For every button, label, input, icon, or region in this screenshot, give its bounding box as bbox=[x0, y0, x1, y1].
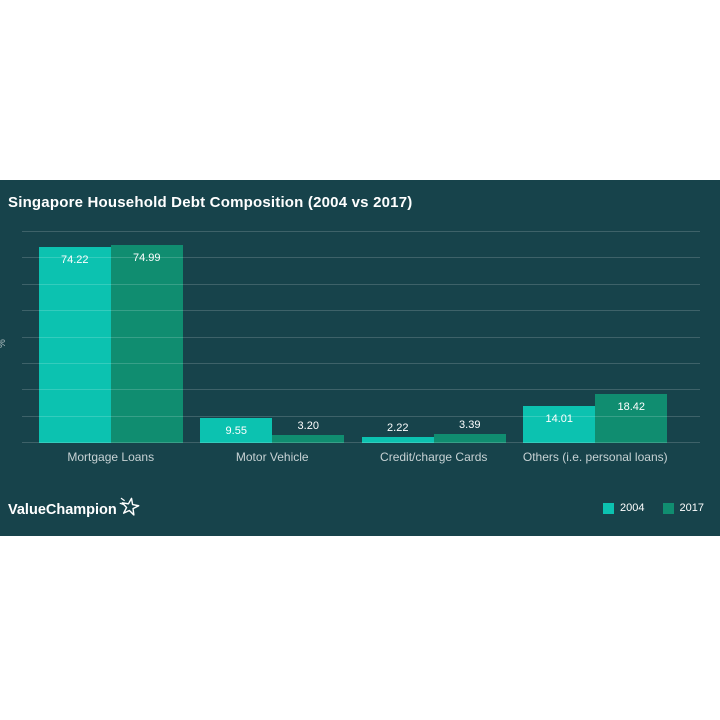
bar-value-label: 3.39 bbox=[459, 419, 481, 432]
gridline bbox=[22, 231, 700, 232]
bar-2004: 9.55 bbox=[200, 417, 273, 443]
gridline bbox=[22, 442, 700, 443]
category-axis: Mortgage Loans Motor Vehicle Credit/charge… bbox=[30, 450, 676, 464]
legend-label: 2017 bbox=[679, 502, 704, 514]
chart-panel: Singapore Household Debt Composition (20… bbox=[0, 180, 720, 536]
bar-groups: 74.22 74.99 9.55 3.20 2.22 3.39 14.01 18.42 bbox=[30, 232, 676, 443]
gridline bbox=[22, 362, 700, 364]
bar-value-label: 3.20 bbox=[297, 419, 319, 432]
logo-text: ValueChampion bbox=[8, 502, 117, 518]
legend: 2004 2017 bbox=[603, 502, 704, 514]
bar-value-label: 9.55 bbox=[225, 424, 247, 437]
bar-2017: 3.20 bbox=[272, 420, 345, 443]
legend-item-2004: 2004 bbox=[603, 502, 645, 514]
gridline bbox=[22, 336, 700, 338]
gridline bbox=[22, 257, 700, 259]
gridline bbox=[22, 310, 700, 312]
bar-value-label: 2.22 bbox=[387, 422, 409, 435]
bar-2004: 14.01 bbox=[523, 406, 596, 443]
gridline bbox=[22, 283, 700, 285]
valuechampion-logo: ValueChampion bbox=[8, 497, 141, 518]
legend-swatch-2004 bbox=[603, 502, 615, 514]
gridline bbox=[22, 389, 700, 391]
bar-group: 74.22 74.99 bbox=[30, 245, 192, 443]
bar-value-label: 74.22 bbox=[60, 254, 89, 267]
bar-2017: 74.99 bbox=[110, 245, 183, 443]
star-icon bbox=[119, 497, 140, 516]
legend-swatch-2017 bbox=[662, 502, 674, 514]
bar-value-label: 74.99 bbox=[132, 252, 161, 265]
plot-area: 74.22 74.99 9.55 3.20 2.22 3.39 14.01 18.42 bbox=[22, 231, 700, 443]
bar-group: 9.55 3.20 bbox=[192, 417, 354, 443]
category-label: Motor Vehicle bbox=[235, 450, 309, 464]
bar-group: 14.01 18.42 bbox=[515, 394, 677, 443]
chart-title: Singapore Household Debt Composition (20… bbox=[8, 194, 413, 211]
category-label: Mortgage Loans bbox=[67, 450, 155, 464]
bar-2004: 74.22 bbox=[38, 247, 111, 443]
bar-2017: 18.42 bbox=[595, 394, 668, 443]
category-label: Credit/charge Cards bbox=[380, 450, 488, 464]
y-axis-label: % bbox=[0, 339, 8, 348]
bar-value-label: 18.42 bbox=[617, 401, 646, 414]
gridline bbox=[22, 415, 700, 417]
bar-group: 2.22 3.39 bbox=[353, 419, 515, 443]
bar-2017: 3.39 bbox=[433, 419, 506, 443]
category-label: Others (i.e. personal loans) bbox=[522, 450, 668, 464]
bar-2004: 2.22 bbox=[361, 422, 434, 443]
legend-label: 2004 bbox=[620, 502, 645, 514]
legend-item-2017: 2017 bbox=[662, 502, 704, 514]
bar-value-label: 14.01 bbox=[545, 413, 574, 426]
